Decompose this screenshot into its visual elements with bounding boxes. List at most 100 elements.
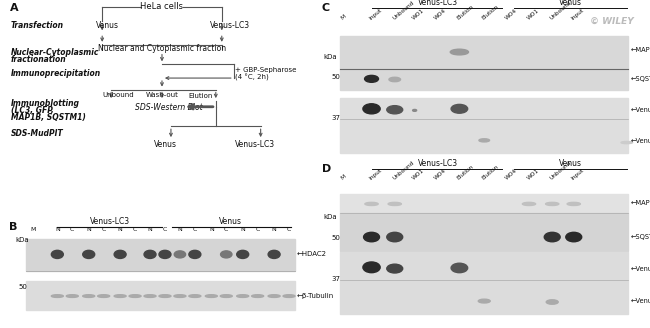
Ellipse shape <box>546 300 558 304</box>
Text: Venus-LC3: Venus-LC3 <box>235 140 275 149</box>
Text: kDa: kDa <box>324 54 337 60</box>
Text: Unbound: Unbound <box>391 160 415 181</box>
Text: ←MAP1B: ←MAP1B <box>630 200 650 206</box>
Text: Immunoblotting: Immunoblotting <box>11 99 80 108</box>
Bar <box>340 214 629 251</box>
Bar <box>340 36 629 90</box>
Text: Input: Input <box>369 7 383 20</box>
Text: M: M <box>31 227 36 232</box>
Text: Venus: Venus <box>153 140 176 149</box>
Bar <box>340 98 629 153</box>
Ellipse shape <box>450 49 469 55</box>
Bar <box>340 194 629 213</box>
Text: Immunoprecipitation: Immunoprecipitation <box>11 69 101 78</box>
Text: N: N <box>240 227 245 232</box>
Ellipse shape <box>205 295 217 297</box>
Text: D: D <box>322 164 331 174</box>
Text: WO1: WO1 <box>411 8 425 20</box>
Ellipse shape <box>621 141 632 144</box>
Text: C: C <box>133 227 137 232</box>
Text: Elution: Elution <box>481 164 500 181</box>
Text: N: N <box>209 227 214 232</box>
Ellipse shape <box>83 250 95 258</box>
Text: WO4: WO4 <box>433 8 447 20</box>
Text: 37: 37 <box>331 276 340 282</box>
Text: Input: Input <box>571 168 586 181</box>
Text: MAP1B, SQSTM1): MAP1B, SQSTM1) <box>11 113 86 122</box>
Ellipse shape <box>237 295 249 297</box>
Text: A: A <box>10 3 18 13</box>
Text: ←MAP1B: ←MAP1B <box>630 48 650 53</box>
Ellipse shape <box>387 232 403 242</box>
Text: C: C <box>162 227 167 232</box>
Text: Wash-out: Wash-out <box>146 92 178 98</box>
Text: Nuclear-Cytoplasmic: Nuclear-Cytoplasmic <box>11 48 99 57</box>
Text: C: C <box>322 3 330 13</box>
Text: Input: Input <box>369 168 383 181</box>
Ellipse shape <box>363 232 380 242</box>
Ellipse shape <box>174 295 186 297</box>
Ellipse shape <box>114 295 126 297</box>
Text: WO4: WO4 <box>433 168 447 181</box>
Ellipse shape <box>479 139 489 142</box>
Ellipse shape <box>567 202 580 206</box>
Text: ←Venus: ←Venus <box>630 298 650 304</box>
Ellipse shape <box>478 299 490 303</box>
Text: © WILEY: © WILEY <box>590 17 634 26</box>
Ellipse shape <box>451 263 468 273</box>
Text: HeLa cells: HeLa cells <box>140 2 183 11</box>
Ellipse shape <box>523 202 536 206</box>
Text: N: N <box>177 227 182 232</box>
Text: 50: 50 <box>18 284 27 290</box>
Ellipse shape <box>545 202 559 206</box>
Ellipse shape <box>389 77 400 82</box>
Text: WO4: WO4 <box>504 8 518 20</box>
Text: + GBP-Sepharose: + GBP-Sepharose <box>235 67 296 73</box>
Ellipse shape <box>268 250 280 258</box>
Text: Venus-LC3: Venus-LC3 <box>210 21 250 30</box>
Text: WO1: WO1 <box>411 168 425 181</box>
Text: ←HDAC2: ←HDAC2 <box>296 251 326 257</box>
Text: (4 °C, 2h): (4 °C, 2h) <box>235 73 269 81</box>
Text: C: C <box>224 227 228 232</box>
Ellipse shape <box>252 295 264 297</box>
Ellipse shape <box>388 202 402 206</box>
Text: WO4: WO4 <box>504 168 518 181</box>
Text: Venus-LC3: Venus-LC3 <box>90 217 130 226</box>
Ellipse shape <box>283 295 295 297</box>
Text: (LC3, GFP,: (LC3, GFP, <box>11 106 54 115</box>
Text: N: N <box>148 227 152 232</box>
Text: 50: 50 <box>331 74 340 80</box>
Ellipse shape <box>159 295 171 297</box>
Text: M: M <box>340 174 347 181</box>
Ellipse shape <box>365 75 378 82</box>
Text: C: C <box>101 227 106 232</box>
Ellipse shape <box>237 250 249 258</box>
Text: ←β-Tubulin: ←β-Tubulin <box>296 293 334 299</box>
Ellipse shape <box>51 295 63 297</box>
Text: ←SQSTM1: ←SQSTM1 <box>630 76 650 82</box>
Text: M: M <box>340 13 347 20</box>
Text: ←Venus-LC3: ←Venus-LC3 <box>630 107 650 113</box>
Text: SDS-MudPIT: SDS-MudPIT <box>11 129 64 138</box>
Text: Unbound: Unbound <box>102 92 134 98</box>
Text: kDa: kDa <box>16 237 29 243</box>
Text: Venus-LC3: Venus-LC3 <box>418 0 458 7</box>
Text: Elution: Elution <box>481 4 500 20</box>
Ellipse shape <box>98 295 110 297</box>
Text: Venus: Venus <box>559 159 582 168</box>
Text: Unbound: Unbound <box>391 0 415 20</box>
Text: Elution: Elution <box>456 164 475 181</box>
Bar <box>340 252 629 314</box>
Text: Venus: Venus <box>96 21 119 30</box>
Text: WO1: WO1 <box>526 168 540 181</box>
Text: C: C <box>70 227 75 232</box>
Ellipse shape <box>189 295 201 297</box>
Ellipse shape <box>129 295 141 297</box>
Text: SDS-Western Blot: SDS-Western Blot <box>135 103 203 113</box>
Text: Nuclear and Cytoplasmic fraction: Nuclear and Cytoplasmic fraction <box>98 44 226 53</box>
Text: ←SQSTM1: ←SQSTM1 <box>630 234 650 240</box>
Text: ←Venus-LC3: ←Venus-LC3 <box>630 266 650 272</box>
Text: B: B <box>10 222 18 233</box>
Text: N: N <box>86 227 91 232</box>
